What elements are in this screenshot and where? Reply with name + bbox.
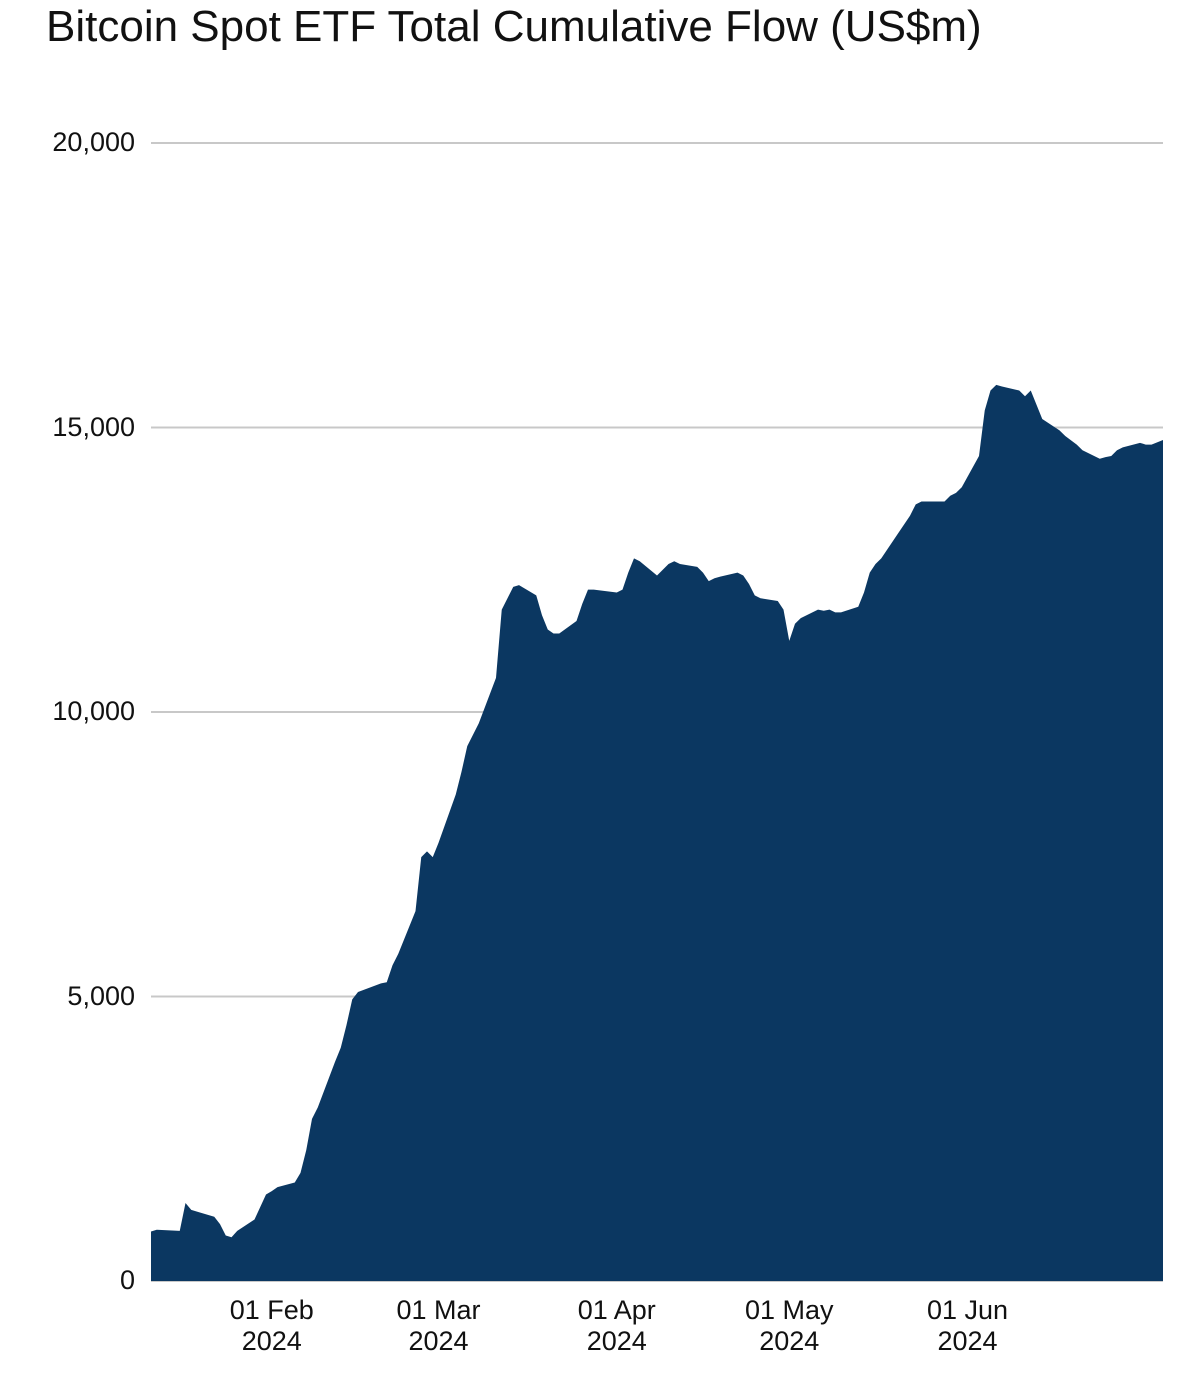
y-tick-label: 15,000: [52, 411, 135, 442]
x-tick-label: 01 Apr 2024: [577, 1295, 656, 1356]
y-tick-label: 5,000: [67, 980, 135, 1011]
x-tick-label: 01 Feb 2024: [229, 1295, 314, 1356]
y-tick-label: 20,000: [52, 127, 135, 157]
area: [151, 384, 1163, 1282]
x-tick-label: 01 Mar 2024: [396, 1295, 481, 1356]
y-tick-label: 10,000: [52, 696, 135, 726]
chart-title: Bitcoin Spot ETF Total Cumulative Flow (…: [46, 2, 982, 51]
y-tick-label: 0: [119, 1265, 135, 1295]
x-tick-label: 01 Jun 2024: [926, 1295, 1009, 1356]
x-tick-label: 01 May 2024: [744, 1295, 834, 1356]
